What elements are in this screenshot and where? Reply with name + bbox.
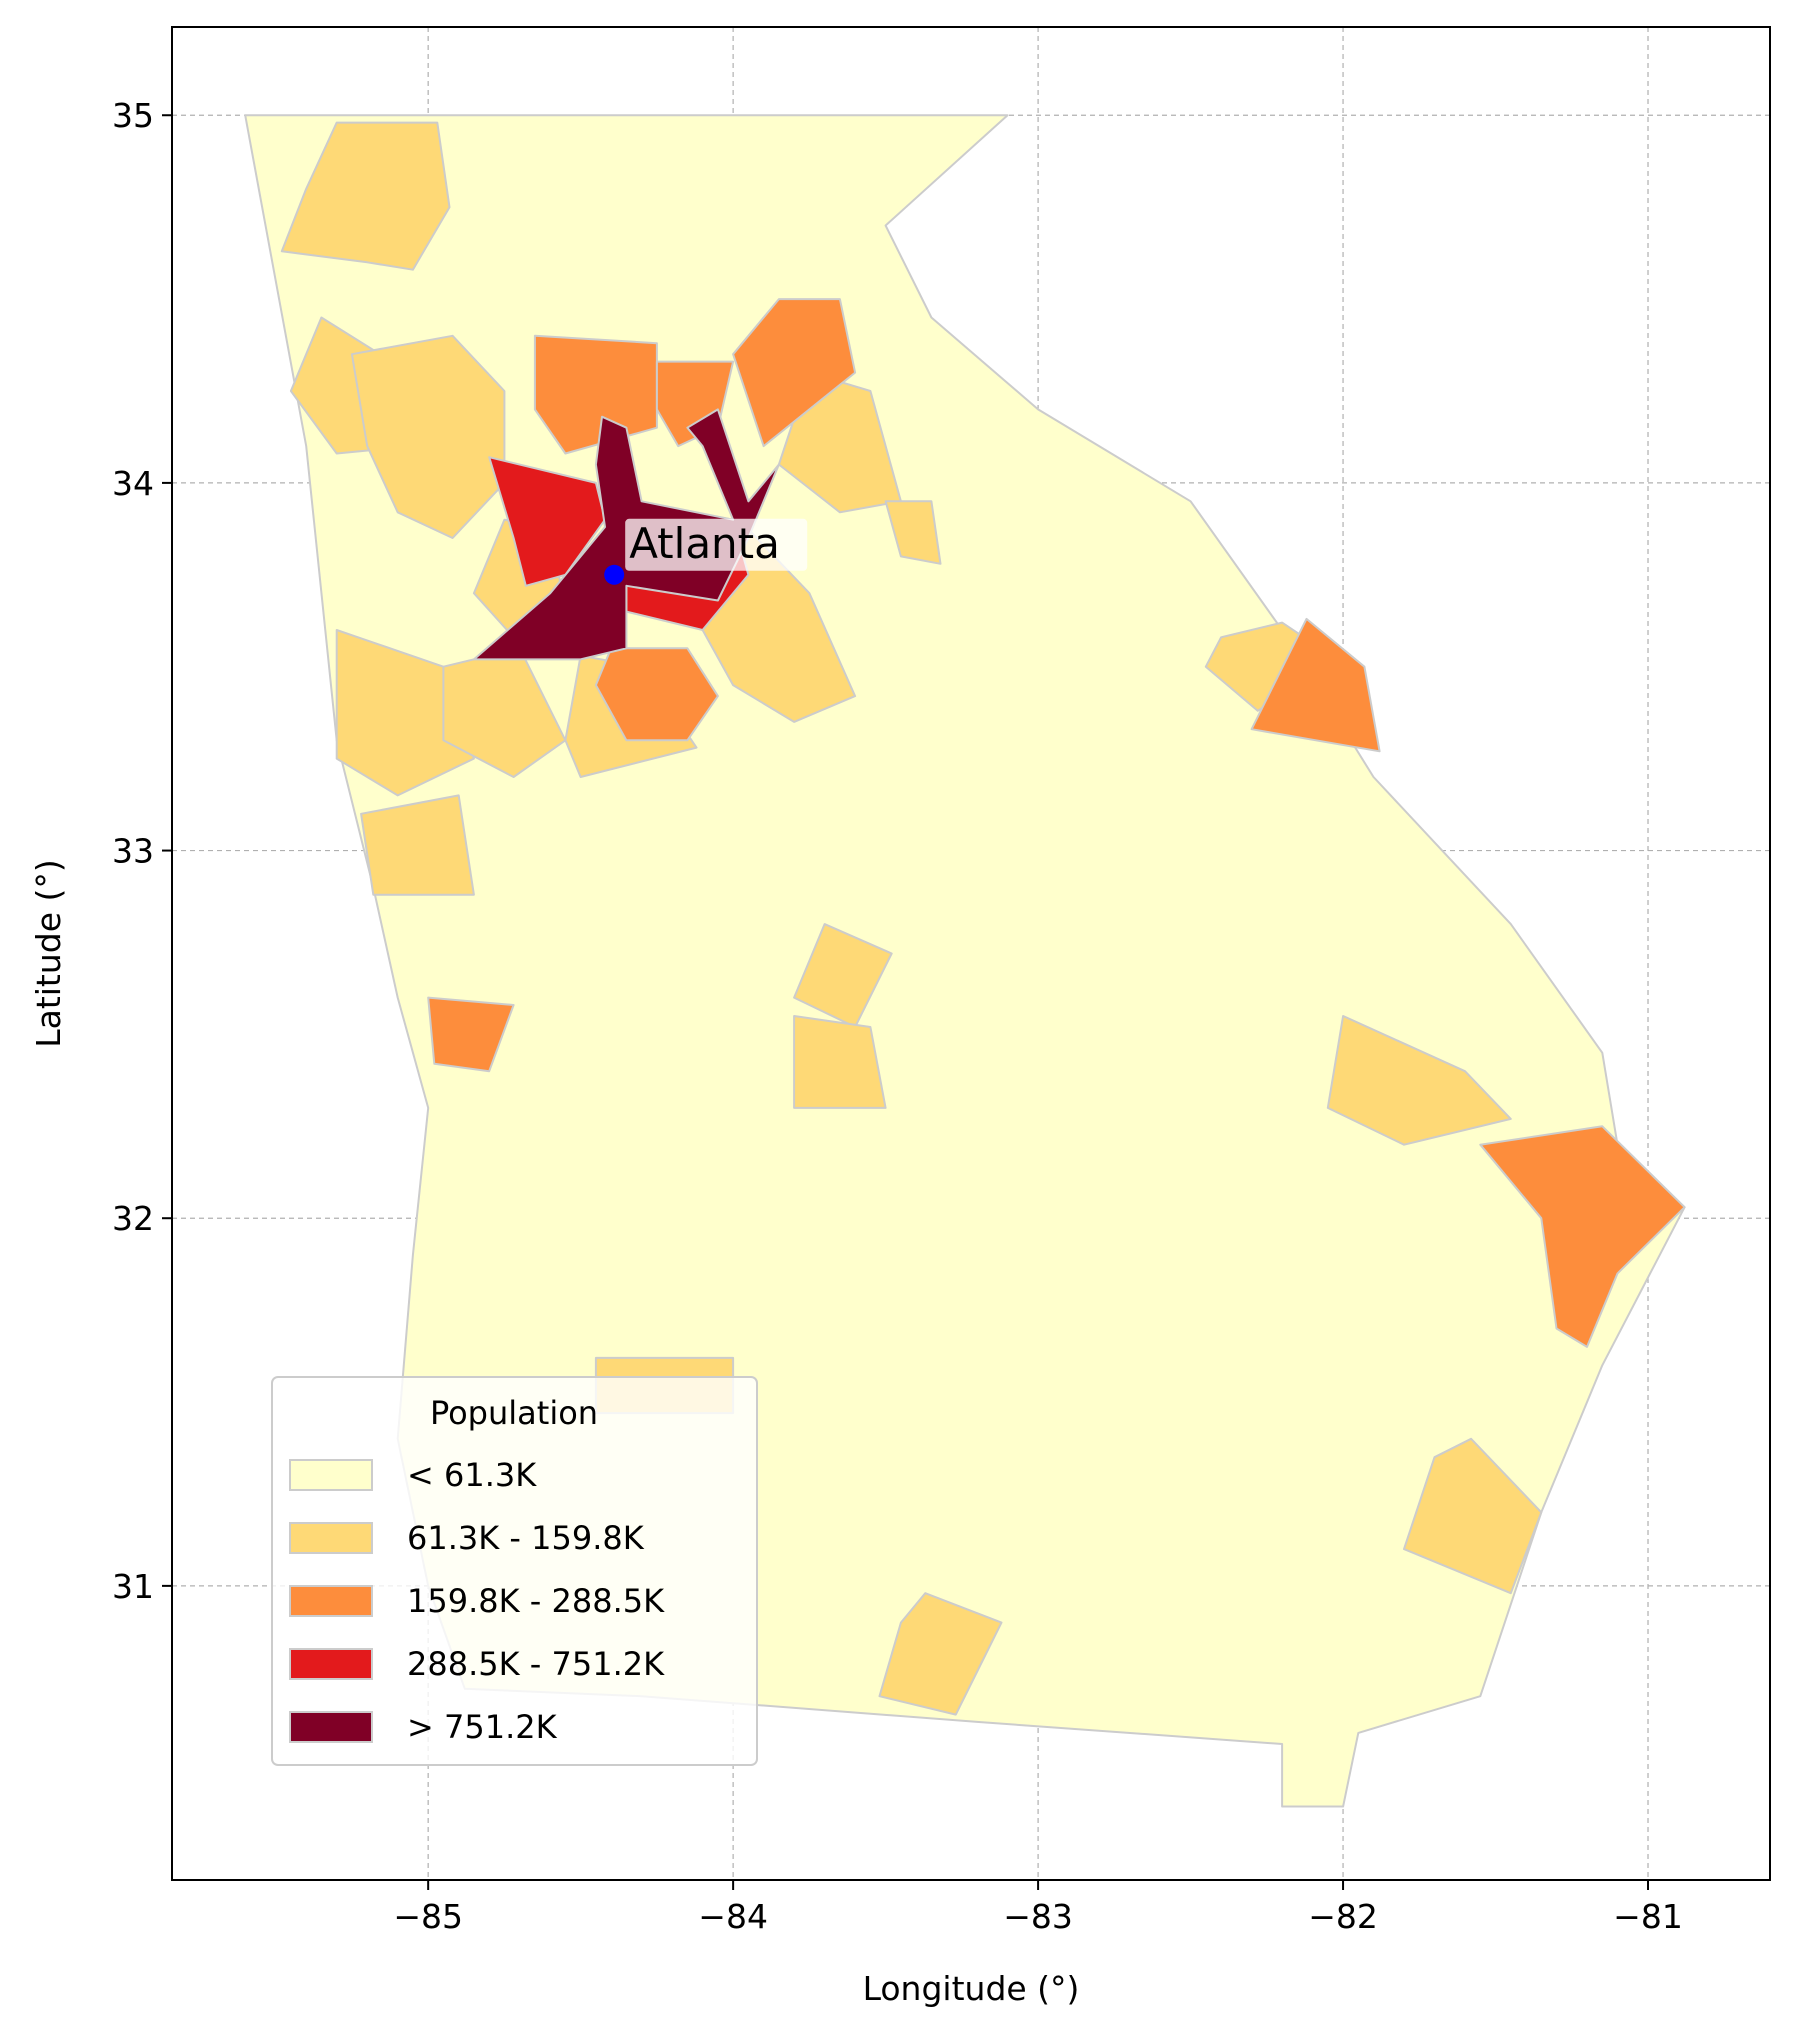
county-region bbox=[360, 794, 475, 896]
county-region bbox=[594, 647, 719, 742]
legend-swatch bbox=[289, 1459, 373, 1491]
y-tick-label: 35 bbox=[112, 96, 154, 135]
y-tick-label: 33 bbox=[112, 832, 154, 871]
x-tick-label: −83 bbox=[1003, 1897, 1073, 1936]
legend-swatch bbox=[289, 1711, 373, 1743]
county-region bbox=[884, 500, 942, 565]
y-axis-ticks: 31 32 33 34 35 bbox=[112, 96, 172, 1606]
atlanta-marker bbox=[604, 564, 625, 585]
x-axis-ticks: −85 −84 −83 −82 −81 bbox=[393, 1880, 1683, 1936]
y-tick-label: 32 bbox=[112, 1199, 154, 1238]
county-region bbox=[1326, 1015, 1512, 1146]
y-tick-label: 31 bbox=[112, 1567, 154, 1606]
legend-label: < 61.3K bbox=[407, 1456, 537, 1494]
city-annotation: Atlanta bbox=[604, 518, 808, 585]
annotation-label-background bbox=[625, 518, 808, 571]
legend: Population < 61.3K 61.3K - 159.8K 159.8K -… bbox=[271, 1376, 758, 1766]
county-region bbox=[350, 334, 506, 539]
legend-label: 61.3K - 159.8K bbox=[407, 1519, 645, 1557]
legend-label: 288.5K - 751.2K bbox=[407, 1645, 665, 1683]
county-region bbox=[280, 121, 451, 271]
county-region bbox=[878, 1592, 1003, 1716]
axes-frame bbox=[171, 26, 1771, 1881]
county-region bbox=[1250, 617, 1381, 753]
legend-swatch bbox=[289, 1648, 373, 1680]
legend-title: Population bbox=[430, 1394, 598, 1432]
legend-swatch bbox=[289, 1522, 373, 1554]
county-region bbox=[732, 298, 857, 448]
legend-entries: < 61.3K 61.3K - 159.8K 159.8K - 288.5K 288.… bbox=[289, 1456, 665, 1746]
x-tick-label: −81 bbox=[1613, 1897, 1683, 1936]
county-region bbox=[1479, 1125, 1686, 1348]
county-region bbox=[1403, 1437, 1543, 1595]
legend-swatch bbox=[289, 1585, 373, 1617]
county-region bbox=[335, 629, 475, 797]
legend-box bbox=[271, 1376, 758, 1766]
atlanta-label: Atlanta bbox=[629, 519, 780, 568]
x-axis-label: Longitude (°) bbox=[863, 1969, 1080, 2008]
y-tick-label: 34 bbox=[112, 464, 154, 503]
legend-label: > 751.2K bbox=[407, 1708, 558, 1746]
legend-label: 159.8K - 288.5K bbox=[407, 1582, 665, 1620]
county-region bbox=[793, 1015, 887, 1109]
y-axis-label: Latitude (°) bbox=[29, 859, 68, 1048]
county-region bbox=[427, 996, 515, 1073]
x-tick-label: −82 bbox=[1308, 1897, 1378, 1936]
x-tick-label: −85 bbox=[393, 1897, 463, 1936]
x-tick-label: −84 bbox=[698, 1897, 768, 1936]
